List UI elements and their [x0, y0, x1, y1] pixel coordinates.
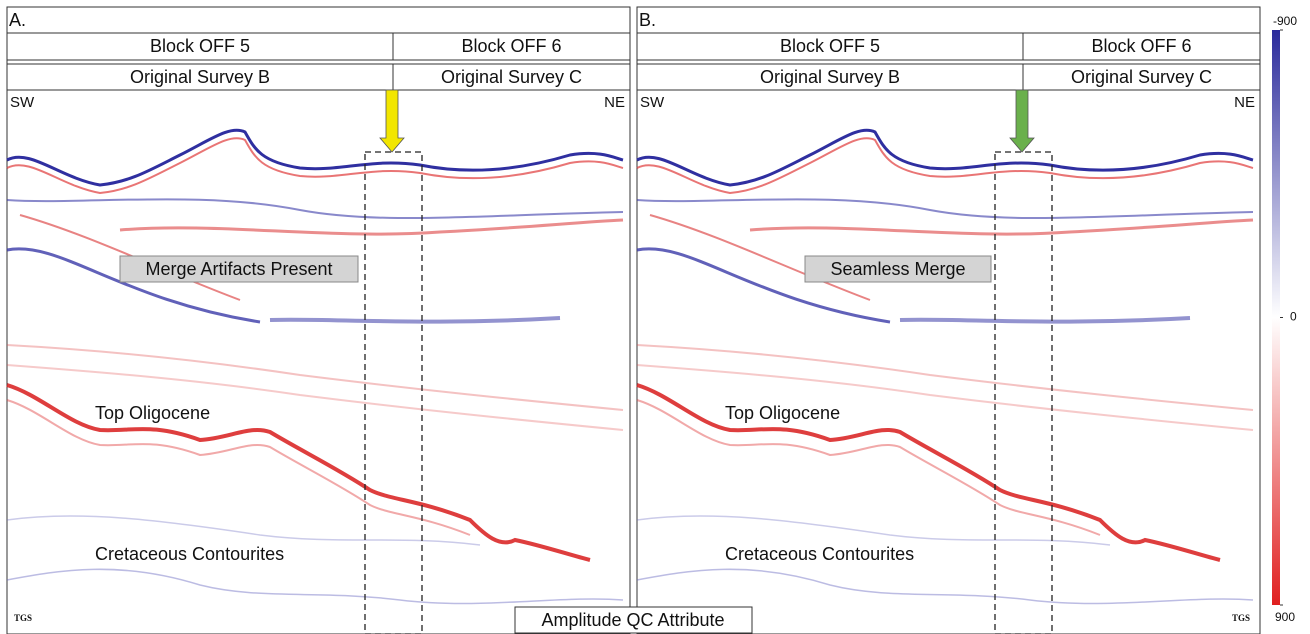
- panel-label: A.: [9, 10, 26, 30]
- survey-label: Original Survey B: [760, 67, 900, 87]
- colorbar-label: 0: [1290, 310, 1297, 324]
- unit-label: Cretaceous Contourites: [725, 544, 914, 564]
- block-label: Block OFF 6: [461, 36, 561, 56]
- panel-label: B.: [639, 10, 656, 30]
- block-label: Block OFF 5: [780, 36, 880, 56]
- annotation: Merge Artifacts Present: [145, 259, 332, 279]
- logo: TGS: [14, 613, 32, 623]
- horizon-label: Top Oligocene: [725, 403, 840, 423]
- panel: B. Block OFF 5 Original Survey B Block OFF …: [637, 7, 1260, 634]
- survey-label: Original Survey B: [130, 67, 270, 87]
- unit-label: Cretaceous Contourites: [95, 544, 284, 564]
- horizon-label: Top Oligocene: [95, 403, 210, 423]
- survey-label: Original Survey C: [1071, 67, 1212, 87]
- colorbar: [1272, 30, 1280, 605]
- direction-left: SW: [640, 94, 665, 111]
- annotation: Seamless Merge: [830, 259, 965, 279]
- direction-left: SW: [10, 94, 35, 111]
- block-label: Block OFF 6: [1091, 36, 1191, 56]
- colorbar-label: -900: [1273, 14, 1297, 28]
- figure: A. Block OFF 5 Original Survey B Block OFF …: [0, 0, 1310, 634]
- logo: TGS: [1232, 613, 1250, 623]
- colorbar-label: 900: [1275, 610, 1295, 624]
- panel: A. Block OFF 5 Original Survey B Block OFF …: [7, 7, 630, 634]
- survey-label: Original Survey C: [441, 67, 582, 87]
- caption: Amplitude QC Attribute: [541, 610, 724, 630]
- block-label: Block OFF 5: [150, 36, 250, 56]
- direction-right: NE: [1234, 94, 1255, 111]
- direction-right: NE: [604, 94, 625, 111]
